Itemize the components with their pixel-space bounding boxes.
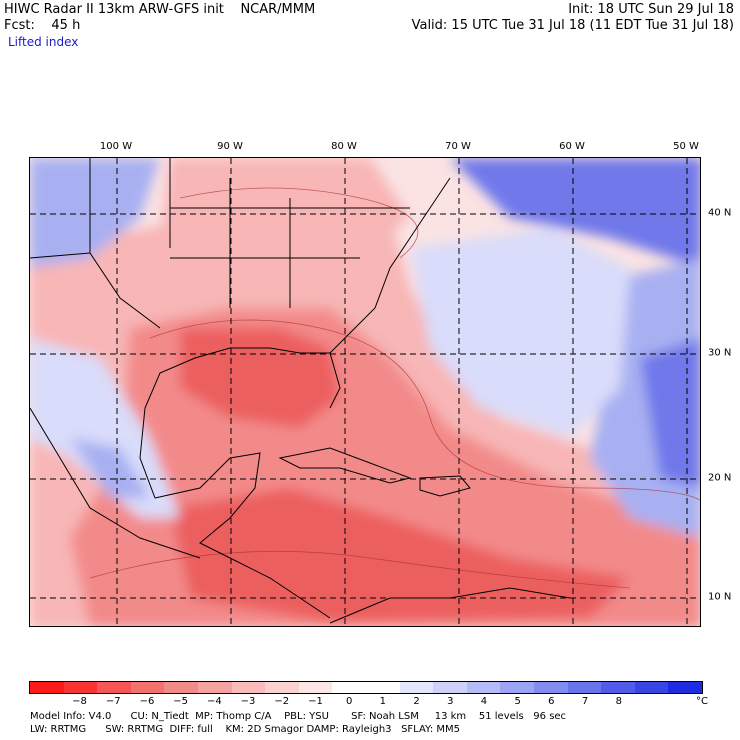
lat-label-30n: 30 N: [708, 347, 732, 359]
colorbar-swatch: [365, 682, 400, 693]
init-time: Init: 18 UTC Sun 29 Jul 18: [568, 2, 734, 17]
colorbar-swatch: [433, 682, 467, 693]
colorbar-swatch: [30, 682, 64, 693]
cool-region-atlantic-pale: [410, 228, 630, 438]
colorbar-tick-label: 3: [447, 696, 454, 707]
colorbar-tick-label: 1: [379, 696, 387, 707]
colorbar-swatch: [500, 682, 534, 693]
coast-hispaniola: [419, 475, 471, 497]
colorbar-swatch: [634, 682, 669, 693]
us-border: [30, 252, 161, 329]
colorbar-swatch: [63, 682, 98, 693]
model-info-line1: Model Info: V4.0 CU: N_Tiedt MP: Thomp C…: [30, 711, 567, 722]
colorbar-tick-label: 8: [615, 696, 622, 707]
colorbar-swatch: [466, 682, 501, 693]
cool-region-mexico: [30, 338, 180, 518]
colorbar-tick-label: 6: [548, 696, 555, 707]
colorbar-swatch: [231, 682, 266, 693]
lifted-index-map: [29, 157, 701, 627]
coast-mexico-pacific: [30, 407, 201, 559]
colorbar-swatch: [197, 682, 232, 693]
colorbar-swatch: [533, 682, 568, 693]
colorbar-tick-label: −4: [206, 696, 222, 707]
colorbar-swatch: [399, 682, 434, 693]
colorbar-swatch: [668, 682, 702, 693]
colorbar-tick-label: −5: [173, 696, 189, 707]
field-shading: [30, 158, 700, 626]
colorbar-tick-label: −8: [72, 696, 87, 707]
colorbar-swatch: [298, 682, 333, 693]
colorbar-tick-label: 0: [345, 696, 353, 707]
lat-label-40n: 40 N: [708, 207, 732, 219]
map-canvas: [30, 158, 700, 626]
coast-yucatan: [154, 452, 331, 619]
model-info-line2: LW: RRTMG SW: RRTMG DIFF: full KM: 2D Sm…: [30, 724, 460, 735]
colorbar-tick-label: −2: [274, 696, 290, 707]
colorbar-unit: °C: [696, 696, 708, 707]
colorbar-tick-label: 2: [413, 696, 420, 707]
colorbar-swatch: [265, 682, 299, 693]
coast-cuba: [278, 447, 412, 484]
colorbar-swatch: [601, 682, 635, 693]
lon-label-90w: 90 W: [217, 141, 243, 152]
colorbar-swatch: [332, 682, 366, 693]
colorbar-tick-label: −7: [105, 696, 121, 707]
forecast-hour: Fcst: 45 h: [4, 18, 81, 33]
model-title: HIWC Radar II 13km ARW-GFS init NCAR/MMM: [4, 2, 316, 17]
lat-label-10n: 10 N: [708, 591, 732, 603]
valid-time: Valid: 15 UTC Tue 31 Jul 18 (11 EDT Tue …: [411, 18, 734, 33]
cool-region-northeast: [450, 158, 700, 268]
coast-gulf: [139, 347, 330, 499]
graticule: [30, 158, 700, 626]
field-name: Lifted index: [8, 35, 79, 49]
lon-label-70w: 70 W: [445, 141, 471, 152]
lon-label-100w: 100 W: [99, 141, 133, 152]
colorbar-tick-label: 7: [581, 696, 589, 707]
coast-us-east: [329, 177, 451, 409]
cool-region-northwest: [30, 158, 160, 268]
cool-region-mexico-core: [70, 438, 150, 498]
colorbar-swatch: [164, 682, 198, 693]
state-borders: [89, 158, 410, 308]
colorbar-tick-label: 5: [514, 696, 521, 707]
colorbar: [29, 681, 703, 694]
colorbar-tick-label: 4: [480, 696, 488, 707]
cool-region-east-core: [640, 338, 700, 488]
lon-label-60w: 60 W: [559, 141, 585, 152]
colorbar-tick-label: −3: [240, 696, 256, 707]
lon-label-50w: 50 W: [673, 141, 699, 152]
colorbar-swatch: [97, 682, 131, 693]
coastlines: [30, 158, 571, 624]
colorbar-tick-label: −1: [308, 696, 323, 707]
colorbar-swatch: [130, 682, 165, 693]
lat-label-20n: 20 N: [708, 472, 732, 484]
colorbar-swatch: [567, 682, 602, 693]
colorbar-tick-label: −6: [139, 696, 155, 707]
lon-label-80w: 80 W: [331, 141, 357, 152]
warm-region-north: [160, 158, 410, 278]
